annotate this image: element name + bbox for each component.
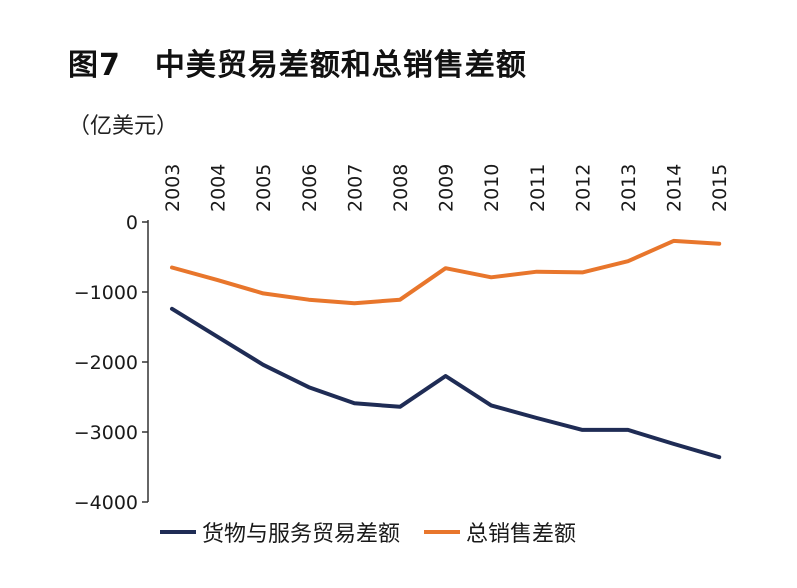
x-tick-label: 2012	[572, 164, 594, 212]
figure-number: 图7	[68, 48, 121, 83]
chart-title-text: 中美贸易差额和总销售差额	[154, 48, 527, 83]
x-tick-label: 2006	[299, 164, 321, 212]
legend-item-series-2: 总销售差额	[424, 516, 576, 548]
legend-label-series-2: 总销售差额	[466, 522, 577, 547]
legend-item-series-1: 货物与服务贸易差额	[160, 516, 400, 548]
y-tick-label: −3000	[74, 422, 138, 444]
series-line-2	[170, 238, 722, 306]
x-tick-label: 2004	[208, 164, 230, 212]
x-tick-label: 2014	[664, 164, 686, 212]
legend: 货物与服务贸易差额 总销售差额	[160, 516, 600, 548]
x-tick-label: 2009	[436, 164, 458, 212]
y-tick-label: 0	[126, 212, 138, 234]
y-axis-unit-label: （亿美元）	[68, 114, 179, 139]
y-tick-label: −1000	[74, 282, 138, 304]
x-tick-label: 2007	[344, 164, 366, 212]
legend-swatch-series-2	[424, 530, 461, 534]
x-tick-label: 2008	[390, 164, 412, 212]
y-tick-label: −4000	[74, 492, 138, 514]
series-line-1	[170, 306, 722, 460]
x-tick-label: 2015	[709, 164, 731, 212]
x-tick-label: 2011	[527, 164, 549, 212]
y-tick-label: −2000	[74, 352, 138, 374]
x-tick-label: 2005	[253, 164, 275, 212]
x-tick-label: 2003	[162, 164, 184, 212]
legend-label-series-1: 货物与服务贸易差额	[202, 522, 401, 547]
x-tick-label: 2013	[618, 164, 640, 212]
chart-title: 图7 中美贸易差额和总销售差额	[68, 40, 527, 84]
x-tick-label: 2010	[481, 164, 503, 212]
legend-swatch-series-1	[160, 530, 196, 534]
